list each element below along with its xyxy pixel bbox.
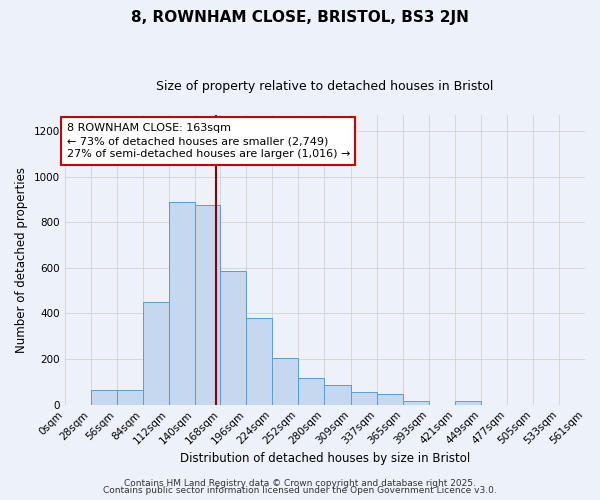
Bar: [272, 358, 298, 405]
Bar: [143, 302, 169, 404]
X-axis label: Distribution of detached houses by size in Bristol: Distribution of detached houses by size …: [180, 452, 470, 465]
Bar: [455, 402, 481, 404]
Title: Size of property relative to detached houses in Bristol: Size of property relative to detached ho…: [156, 80, 494, 93]
Bar: [351, 392, 377, 404]
Bar: [325, 386, 351, 404]
Text: 8 ROWNHAM CLOSE: 163sqm
← 73% of detached houses are smaller (2,749)
27% of semi: 8 ROWNHAM CLOSE: 163sqm ← 73% of detache…: [67, 123, 350, 160]
Bar: [298, 378, 325, 404]
Bar: [403, 402, 429, 404]
Bar: [194, 205, 220, 404]
Bar: [377, 394, 403, 404]
Text: Contains HM Land Registry data © Crown copyright and database right 2025.: Contains HM Land Registry data © Crown c…: [124, 478, 476, 488]
Text: Contains public sector information licensed under the Open Government Licence v3: Contains public sector information licen…: [103, 486, 497, 495]
Bar: [116, 390, 143, 404]
Bar: [91, 390, 116, 404]
Bar: [220, 272, 247, 404]
Text: 8, ROWNHAM CLOSE, BRISTOL, BS3 2JN: 8, ROWNHAM CLOSE, BRISTOL, BS3 2JN: [131, 10, 469, 25]
Bar: [169, 202, 194, 404]
Bar: [247, 318, 272, 404]
Y-axis label: Number of detached properties: Number of detached properties: [15, 167, 28, 353]
